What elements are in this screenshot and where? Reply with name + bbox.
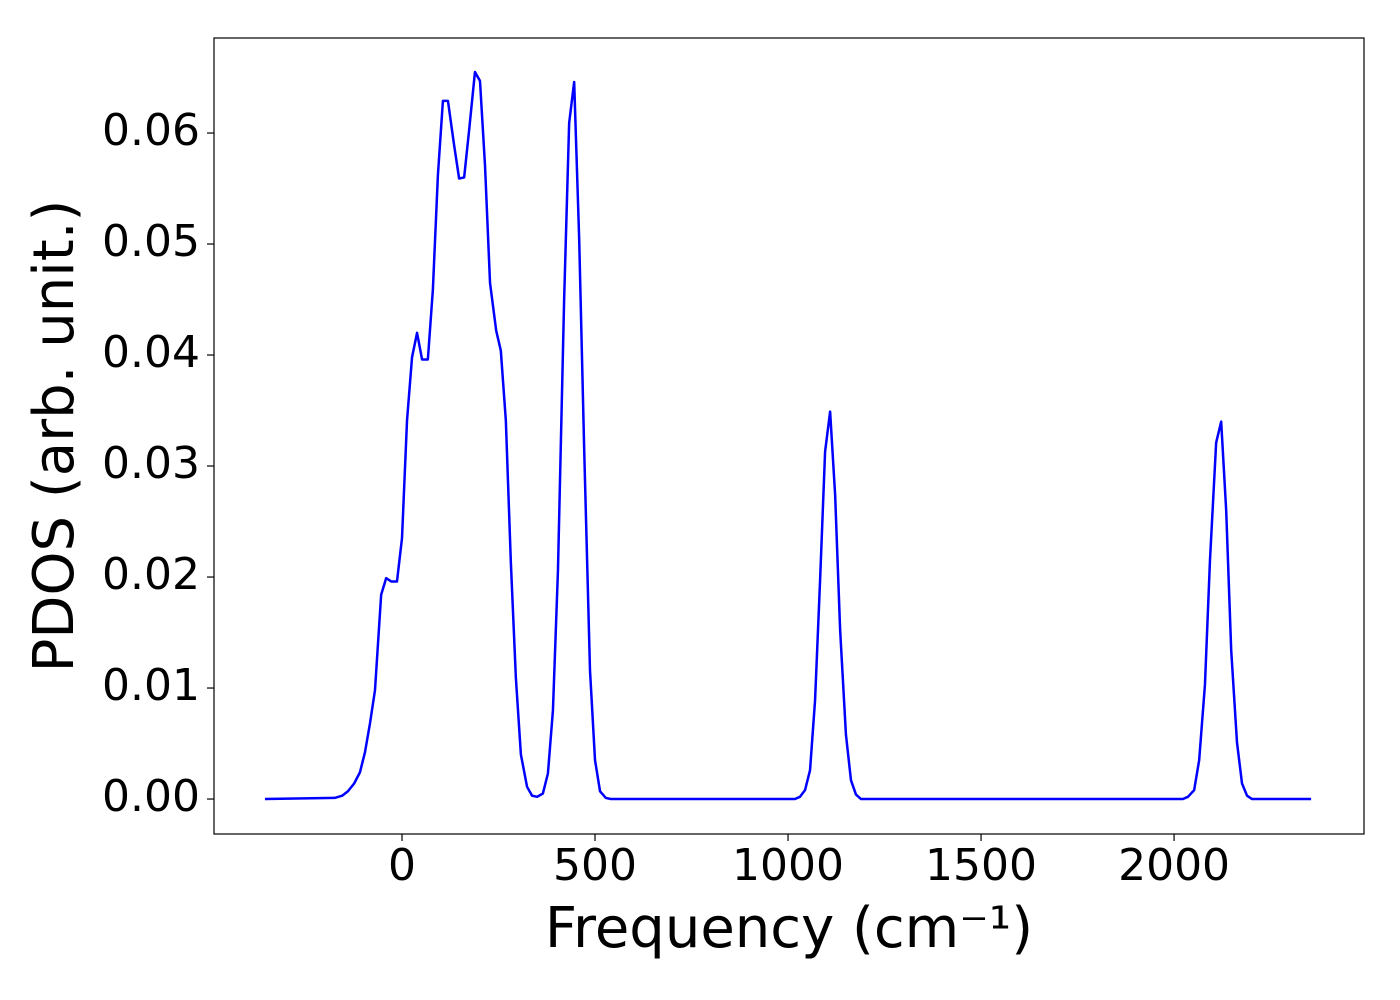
x-tick-label: 500 — [553, 840, 637, 891]
x-axis-label: Frequency (cm⁻¹) — [545, 896, 1033, 961]
y-tick-label: 0.04 — [102, 327, 200, 378]
y-tick-label: 0.06 — [102, 105, 200, 156]
y-tick-label: 0.02 — [102, 549, 200, 600]
y-tick-label: 0.05 — [102, 216, 200, 267]
x-tick-label: 1000 — [732, 840, 844, 891]
plot-frame — [213, 37, 1365, 835]
data-line — [264, 70, 1312, 801]
x-tick-label: 1500 — [925, 840, 1037, 891]
y-tick-label: 0.01 — [102, 660, 200, 711]
x-tick-label: 0 — [388, 840, 416, 891]
x-tick-label: 2000 — [1118, 840, 1230, 891]
y-tick-label: 0.03 — [102, 438, 200, 489]
y-tick-label: 0.00 — [102, 771, 200, 822]
y-axis-label: PDOS (arb. unit.) — [22, 200, 87, 673]
